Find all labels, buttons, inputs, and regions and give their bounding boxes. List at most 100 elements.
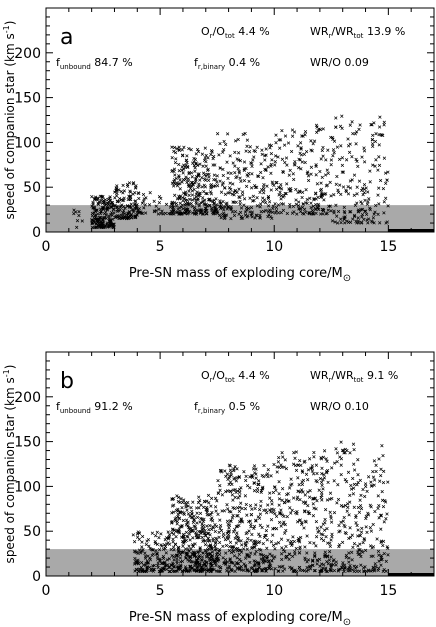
data-point: [352, 447, 356, 452]
data-point: [257, 532, 261, 536]
data-point: [242, 178, 247, 183]
data-point: [287, 486, 292, 490]
data-point: [319, 532, 323, 536]
x-tick-label: 5: [156, 239, 165, 255]
data-point: [115, 189, 119, 193]
data-point: [219, 201, 223, 206]
data-point: [292, 177, 296, 182]
data-point: [274, 205, 279, 210]
data-point: [255, 487, 260, 491]
data-point: [248, 560, 252, 565]
data-point: [254, 519, 258, 523]
data-point: [195, 147, 200, 152]
data-point: [369, 123, 373, 127]
data-point: [382, 156, 387, 160]
data-point: [313, 553, 317, 558]
data-point: [312, 450, 316, 455]
data-point: [320, 498, 324, 502]
data-point: [198, 162, 202, 166]
data-point: [206, 493, 211, 498]
data-point: [180, 196, 185, 200]
data-point: [339, 220, 343, 225]
data-point: [241, 132, 245, 137]
data-point: [155, 542, 160, 546]
data-point: [177, 197, 182, 201]
data-point: [308, 489, 312, 493]
data-point: [172, 532, 176, 536]
data-point: [293, 163, 297, 167]
data-point: [214, 563, 218, 568]
data-point: [243, 210, 248, 214]
data-point: [253, 559, 258, 564]
data-point: [96, 201, 100, 206]
data-point: [191, 529, 195, 533]
data-point: [351, 217, 355, 221]
data-point: [352, 193, 356, 197]
data-point: [280, 128, 284, 133]
data-point: [252, 155, 256, 159]
data-point: [288, 202, 292, 207]
data-point: [221, 556, 225, 560]
data-point: [339, 144, 343, 148]
data-point: [330, 496, 334, 501]
data-point: [176, 528, 180, 533]
y-tick-label: 50: [23, 524, 41, 540]
data-point: [255, 145, 259, 149]
data-point: [264, 508, 268, 512]
data-point: [201, 212, 206, 216]
data-point: [134, 186, 138, 190]
data-point: [340, 540, 345, 545]
data-point: [137, 207, 141, 211]
data-point: [188, 197, 192, 202]
data-point: [331, 559, 335, 563]
data-point: [329, 209, 333, 213]
data-point: [238, 199, 242, 204]
data-point: [364, 514, 368, 518]
data-point: [191, 520, 196, 525]
data-point: [267, 213, 271, 217]
data-point: [160, 209, 164, 213]
data-point: [139, 565, 144, 570]
data-point: [104, 207, 108, 211]
data-point: [217, 552, 222, 557]
data-point: [386, 170, 390, 174]
data-point: [203, 559, 207, 563]
data-point: [269, 171, 273, 175]
data-point: [218, 488, 222, 492]
data-point: [174, 201, 179, 206]
data-point: [253, 569, 258, 574]
data-point: [210, 516, 214, 520]
data-point: [341, 561, 345, 565]
data-point: [311, 559, 315, 563]
data-point: [246, 214, 250, 218]
data-point: [259, 504, 263, 508]
data-point: [222, 214, 226, 218]
data-point: [234, 541, 238, 545]
data-point: [253, 149, 257, 154]
data-point: [192, 187, 196, 192]
data-point: [265, 184, 269, 188]
data-point: [332, 211, 336, 215]
data-point: [233, 210, 238, 214]
data-point: [258, 512, 263, 516]
data-point: [293, 552, 297, 556]
data-point: [195, 521, 199, 525]
data-point: [140, 534, 145, 539]
data-point: [303, 519, 307, 523]
data-point: [307, 511, 312, 516]
data-point: [364, 212, 369, 217]
data-point: [189, 526, 193, 531]
data-point: [358, 542, 362, 546]
data-point: [150, 553, 154, 558]
data-point: [355, 185, 359, 189]
data-point: [228, 540, 233, 544]
data-point: [321, 522, 325, 526]
data-point: [268, 562, 272, 566]
data-point: [205, 208, 209, 213]
data-point: [277, 465, 281, 470]
data-point: [279, 537, 284, 541]
data-point: [239, 501, 243, 505]
data-point: [106, 201, 110, 206]
data-point: [248, 210, 252, 214]
data-point: [303, 509, 307, 513]
